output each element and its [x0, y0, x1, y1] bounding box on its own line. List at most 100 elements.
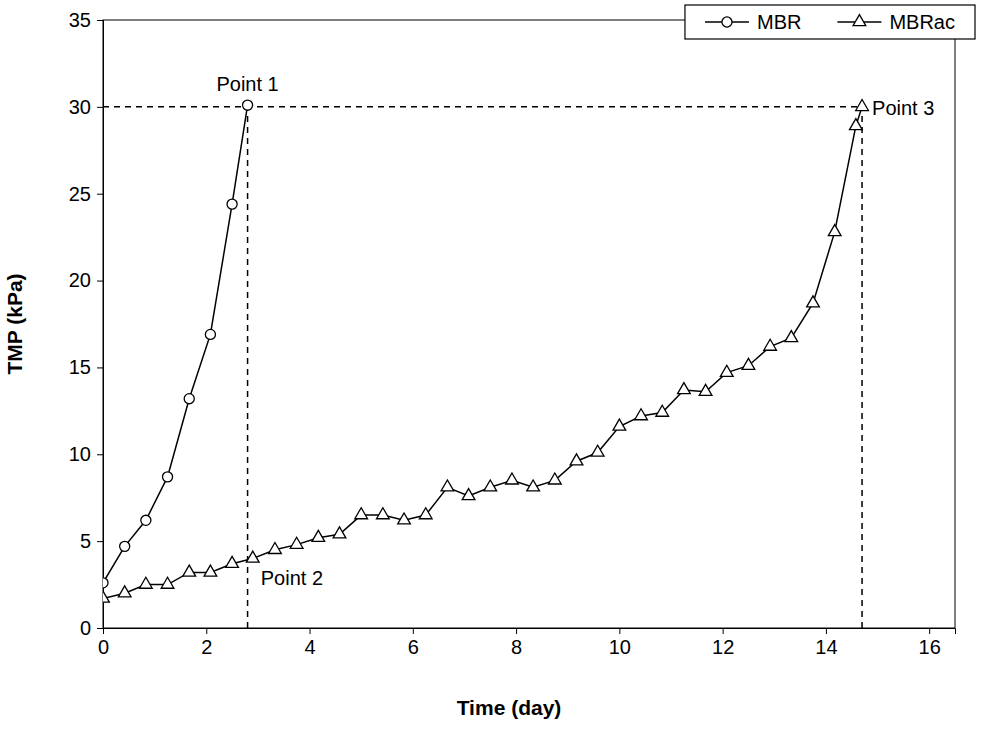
tick-mark — [826, 628, 827, 634]
tick: 8 — [511, 628, 522, 658]
tick: 4 — [304, 628, 315, 658]
marker — [204, 565, 217, 576]
data-area — [103, 100, 868, 628]
tick: 10 — [69, 443, 103, 465]
tick-label: 35 — [69, 9, 91, 31]
tick-mark — [723, 628, 724, 634]
marker — [243, 100, 253, 110]
marker — [103, 578, 108, 588]
marker — [120, 541, 130, 551]
marker — [227, 199, 237, 209]
marker — [570, 454, 583, 465]
marker — [141, 515, 151, 525]
tick: 14 — [815, 628, 837, 658]
marker — [162, 472, 172, 482]
tick-mark — [97, 367, 103, 368]
marker — [103, 591, 109, 602]
marker — [184, 394, 194, 404]
tick: 12 — [712, 628, 734, 658]
marker — [484, 480, 497, 491]
tick: 16 — [919, 628, 941, 658]
tick-mark — [413, 628, 414, 634]
marker — [333, 527, 346, 538]
legend-item: MBR — [705, 11, 801, 33]
marker — [720, 365, 733, 376]
marker — [591, 445, 604, 456]
plot: 0 2 4 6 8 10 12 14 16 0 5 10 15 20 25 30 35 Point 1 Point … — [69, 9, 956, 658]
marker — [527, 480, 540, 491]
annotation: Point 1 — [216, 73, 278, 95]
tick-mark — [97, 454, 103, 455]
marker — [764, 339, 777, 350]
y-axis-title: TMP (kPa) — [3, 273, 26, 374]
tick-label: 8 — [511, 636, 522, 658]
legend-box — [685, 5, 975, 39]
marker — [183, 565, 196, 576]
tick-mark — [97, 20, 103, 21]
marker — [613, 419, 626, 430]
reference-line — [247, 107, 249, 628]
tick-label: 14 — [815, 636, 837, 658]
legend-marker — [853, 15, 866, 26]
tick: 25 — [69, 183, 103, 205]
tick-mark — [206, 628, 207, 634]
tick: 6 — [408, 628, 419, 658]
tick: 20 — [69, 269, 103, 291]
marker — [226, 556, 239, 567]
marker — [441, 480, 454, 491]
tick-mark — [97, 541, 103, 542]
tick-label: 25 — [69, 183, 91, 205]
tick-mark — [97, 194, 103, 195]
marker — [785, 331, 798, 342]
series-line — [103, 107, 862, 599]
marker — [699, 384, 712, 395]
chart: 0 2 4 6 8 10 12 14 16 0 5 10 15 20 25 30 35 Point 1 Point … — [0, 0, 985, 729]
series-line — [103, 105, 248, 583]
tick-label: 16 — [919, 636, 941, 658]
marker — [678, 383, 691, 394]
tick-mark — [97, 281, 103, 282]
tick-label: 10 — [69, 443, 91, 465]
tick-mark — [310, 628, 311, 634]
marker — [506, 473, 519, 484]
tick: 15 — [69, 356, 103, 378]
tick-label: 6 — [408, 636, 419, 658]
tick-label: 30 — [69, 96, 91, 118]
marker — [656, 405, 669, 416]
marker — [548, 473, 561, 484]
tick-mark — [97, 107, 103, 108]
marker — [807, 296, 820, 307]
marker — [856, 100, 869, 111]
marker — [850, 119, 863, 130]
legend-marker — [722, 17, 732, 27]
marker — [246, 551, 259, 562]
tick: 0 — [98, 628, 109, 658]
tick-label: 0 — [80, 617, 91, 639]
annotation: Point 2 — [261, 567, 323, 589]
tick-label: 4 — [304, 636, 315, 658]
annotation: Point 3 — [872, 97, 934, 119]
legend-label: MBR — [757, 11, 801, 33]
marker — [290, 537, 303, 548]
tick: 5 — [80, 530, 103, 552]
y-axis-line — [97, 21, 104, 629]
tick-label: 2 — [201, 636, 212, 658]
tick-mark — [516, 628, 517, 634]
legend-label: MBRac — [889, 11, 955, 33]
tick-label: 10 — [609, 636, 631, 658]
tick: 0 — [80, 617, 103, 639]
plot-frame — [103, 20, 955, 628]
marker — [355, 508, 368, 519]
tick-label: 20 — [69, 269, 91, 291]
marker — [742, 358, 755, 369]
marker — [118, 586, 131, 597]
marker — [462, 489, 475, 500]
tick-mark — [929, 628, 930, 634]
legend-item: MBRac — [837, 11, 955, 33]
tick: 30 — [69, 96, 103, 118]
tick-label: 12 — [712, 636, 734, 658]
marker — [161, 577, 174, 588]
y-axis: 0 5 10 15 20 25 30 35 — [69, 9, 104, 639]
marker — [140, 577, 153, 588]
tick: 2 — [201, 628, 212, 658]
